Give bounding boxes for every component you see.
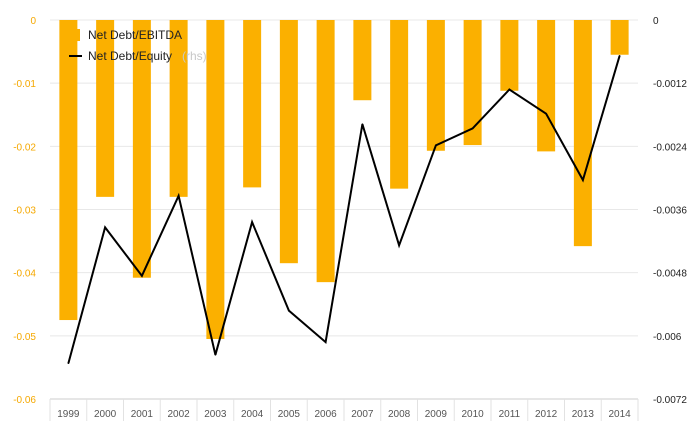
line-point (582, 179, 584, 181)
y-tick-left: -0.01 (13, 79, 36, 90)
series-line (67, 55, 621, 364)
bar (426, 20, 445, 151)
bar (96, 20, 115, 197)
bar (243, 20, 262, 188)
bar (500, 20, 519, 91)
x-tick-label: 2009 (425, 409, 448, 420)
line-point (214, 353, 217, 356)
y-tick-right: -0.0048 (653, 269, 687, 280)
line-point (398, 244, 400, 247)
line-point (141, 275, 143, 277)
bar (390, 20, 409, 189)
legend-rhs-note: (rhs) (182, 49, 207, 63)
x-tick-label: 1999 (57, 409, 80, 420)
x-tick-label: 2014 (609, 409, 632, 420)
line-point (67, 362, 70, 365)
bar (537, 20, 556, 152)
line-point (471, 127, 474, 130)
x-tick-label: 2012 (535, 409, 558, 420)
y-tick-left: -0.04 (13, 269, 36, 280)
line-point (508, 88, 511, 91)
bar (59, 20, 78, 321)
legend: Net Debt/EBITDA Net Debt/Equity (rhs) (69, 28, 207, 63)
x-tick-label: 2003 (204, 409, 227, 420)
bar (132, 20, 151, 278)
axes: 0 0 -0.01 -0.0012 -0.02 -0.0024 -0.03 -0.0036 -0… (13, 16, 687, 421)
x-tick-label: 2000 (94, 409, 117, 420)
x-tick-label: 2011 (499, 409, 521, 420)
y-tick-right: -0.0036 (653, 206, 687, 217)
line-point (545, 112, 547, 115)
line-point (361, 123, 364, 126)
line-point (324, 341, 327, 343)
line-point (618, 54, 621, 57)
y-tick-left: -0.03 (13, 206, 36, 217)
x-tick-label: 2010 (462, 409, 485, 420)
bar (206, 20, 225, 339)
y-tick-right: -0.006 (653, 332, 682, 343)
x-tick-label: 2013 (572, 409, 595, 420)
bar (316, 20, 335, 283)
line-point (435, 144, 437, 147)
bar (169, 20, 188, 197)
y-tick-right: -0.0072 (653, 395, 687, 406)
bar-series (59, 20, 629, 339)
y-tick-left: -0.06 (13, 395, 36, 406)
bar (463, 20, 482, 146)
y-tick-left: -0.05 (13, 332, 36, 343)
x-tick-label: 2008 (388, 409, 411, 420)
bar (279, 20, 298, 264)
y-tick-left: -0.02 (13, 142, 36, 153)
legend-label-line: Net Debt/Equity (88, 49, 172, 63)
line-point (251, 221, 253, 223)
x-tick-label: 2002 (168, 409, 191, 420)
line-point (177, 195, 180, 197)
y-tick-right: -0.0024 (653, 142, 687, 153)
y-tick-left: 0 (30, 16, 36, 27)
x-tick-label: 2004 (241, 409, 264, 420)
x-tick-label: 2005 (278, 409, 301, 420)
x-tick-label: 2001 (131, 409, 154, 420)
legend-label-bar: Net Debt/EBITDA (88, 28, 182, 42)
line-series (67, 54, 621, 365)
bar (353, 20, 372, 101)
x-tick-label: 2006 (315, 409, 338, 420)
x-tick-label: 2007 (351, 409, 374, 420)
y-tick-right: -0.0012 (653, 79, 687, 90)
y-tick-right: 0 (653, 16, 659, 27)
line-point (104, 226, 106, 229)
legend-swatch-bar (71, 29, 80, 41)
bar (610, 20, 629, 55)
bar (573, 20, 592, 247)
line-point (288, 309, 290, 312)
